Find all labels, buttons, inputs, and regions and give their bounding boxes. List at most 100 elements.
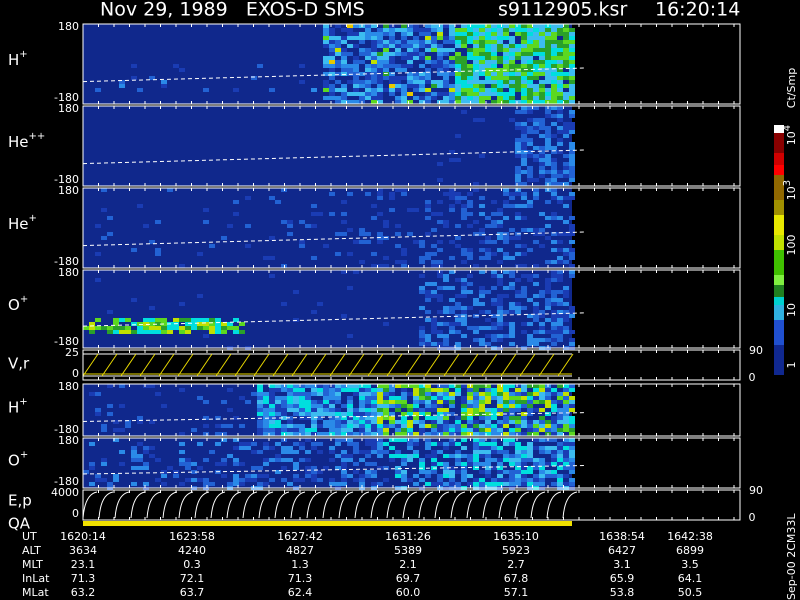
spectrum-cell — [569, 248, 575, 252]
spectrum-cell — [281, 220, 287, 224]
panel-label: He++ — [8, 131, 45, 151]
spectrum-cell — [269, 424, 275, 428]
spectrum-cell — [527, 142, 533, 146]
spectrum-cell — [137, 416, 143, 420]
spectrum-cell — [425, 474, 431, 478]
spectrum-cell — [563, 290, 569, 294]
spectrum-cell — [497, 88, 503, 92]
spectrum-cell — [467, 200, 473, 204]
spectrum-cell — [257, 388, 263, 392]
spectrum-cell — [377, 192, 383, 196]
panel-frame — [82, 23, 741, 105]
spectrum-cell — [359, 416, 365, 420]
spectrum-cell — [503, 76, 509, 80]
spectrum-cell — [563, 84, 569, 88]
spectrum-cell — [485, 72, 491, 76]
spectrum-cell — [497, 334, 503, 338]
spectrum-cell — [407, 48, 413, 52]
spectrum-cell — [509, 454, 515, 458]
spectrum-cell — [491, 32, 497, 36]
spectrum-cell — [569, 142, 575, 146]
spectrum-cell — [563, 428, 569, 432]
spectrum-cell — [503, 56, 509, 60]
spectrum-cell — [515, 482, 521, 486]
spectrum-cell — [383, 64, 389, 68]
spectrum-cell — [419, 400, 425, 404]
spectrum-cell — [521, 100, 527, 104]
spectrum-cell — [317, 424, 323, 428]
spectrum-cell — [503, 396, 509, 400]
spectrum-cell — [269, 392, 275, 396]
spectrum-cell — [425, 88, 431, 92]
spectrum-cell — [467, 256, 473, 260]
spectrum-cell — [515, 32, 521, 36]
spectrum-cell — [329, 40, 335, 44]
spectrum-cell — [491, 412, 497, 416]
cell: 2.1 — [399, 558, 417, 571]
spectrum-cell — [299, 384, 305, 388]
spectrum-cell — [443, 462, 449, 466]
spectrum-cell — [311, 384, 317, 388]
row-label: UT — [22, 530, 37, 543]
spectrum-cell — [515, 28, 521, 32]
spectrum-cell — [437, 248, 443, 252]
spectrum-cell — [557, 310, 563, 314]
spectrum-cell — [461, 252, 467, 256]
energy-sweep — [162, 491, 178, 519]
spectrum-cell — [395, 48, 401, 52]
spectrum-cell — [551, 188, 557, 192]
spectrum-cell — [467, 274, 473, 278]
spectrum-cell — [377, 240, 383, 244]
spectrum-cell — [521, 162, 527, 166]
spectrum-cell — [329, 416, 335, 420]
spectrum-cell — [443, 388, 449, 392]
spectrum-cell — [359, 396, 365, 400]
spectrum-cell — [383, 396, 389, 400]
spectrum-cell — [323, 36, 329, 40]
spectrum-cell — [371, 56, 377, 60]
spectrum-cell — [341, 412, 347, 416]
spectrum-cell — [455, 96, 461, 100]
spectrum-cell — [479, 442, 485, 446]
spectrum-cell — [269, 404, 275, 408]
spectrum-cell — [497, 474, 503, 478]
spectrum-cell — [437, 68, 443, 72]
spectrum-cell — [497, 432, 503, 436]
spectrum-cell — [485, 56, 491, 60]
spectrum-cell — [479, 310, 485, 314]
spectrum-cell — [419, 388, 425, 392]
spectrum-cell — [155, 478, 161, 482]
spectrum-cell — [455, 68, 461, 72]
spectrum-cell — [545, 470, 551, 474]
spectrum-cell — [503, 432, 509, 436]
spectrum-cell — [197, 466, 203, 470]
spectrum-cell — [359, 60, 365, 64]
spectrum-cell — [287, 446, 293, 450]
spectrum-cell — [557, 260, 563, 264]
spectrum-cell — [521, 458, 527, 462]
spectrum-cell — [359, 92, 365, 96]
spectrum-cell — [353, 420, 359, 424]
cell: 6899 — [676, 544, 704, 557]
spectrum-cell — [311, 310, 317, 314]
spectrum-cell — [437, 416, 443, 420]
spectrum-cell — [239, 442, 245, 446]
spectrum-cell — [491, 84, 497, 88]
spectrum-cell — [509, 392, 515, 396]
spectrum-cell — [449, 270, 455, 274]
spectrum-cell — [401, 428, 407, 432]
spectrum-cell — [335, 48, 341, 52]
spectrum-cell — [551, 32, 557, 36]
spectrum-cell — [509, 40, 515, 44]
spectrum-cell — [275, 400, 281, 404]
spectrum-cell — [341, 432, 347, 436]
spectrum-cell — [545, 170, 551, 174]
spectrum-cell — [557, 126, 563, 130]
spectrum-cell — [323, 420, 329, 424]
spectrum-cell — [203, 318, 209, 322]
spectrum-cell — [545, 306, 551, 310]
spectrum-cell — [467, 408, 473, 412]
spectrum-cell — [527, 204, 533, 208]
spectrum-cell — [449, 208, 455, 212]
spectrum-cell — [491, 424, 497, 428]
